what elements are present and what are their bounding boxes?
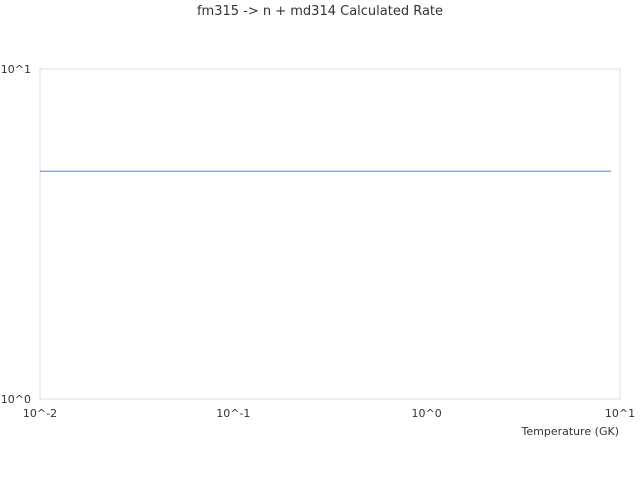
x-tick-label: 10^0 bbox=[412, 407, 442, 420]
x-tick-label: 10^-1 bbox=[216, 407, 250, 420]
chart-title: fm315 -> n + md314 Calculated Rate bbox=[196, 4, 444, 19]
y-tick-label: 10^1 bbox=[1, 63, 31, 76]
y-tick-label: 10^0 bbox=[1, 393, 31, 406]
x-tick-label: 10^1 bbox=[605, 407, 635, 420]
x-tick-label: 10^-2 bbox=[23, 407, 57, 420]
x-axis-label: Temperature (GK) bbox=[521, 425, 620, 438]
plot-frame bbox=[39, 68, 621, 400]
